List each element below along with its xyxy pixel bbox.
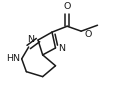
Text: HN: HN [6, 54, 20, 63]
Text: N: N [58, 44, 65, 53]
Text: O: O [63, 2, 71, 11]
Text: N: N [27, 35, 34, 44]
Text: O: O [84, 30, 91, 39]
